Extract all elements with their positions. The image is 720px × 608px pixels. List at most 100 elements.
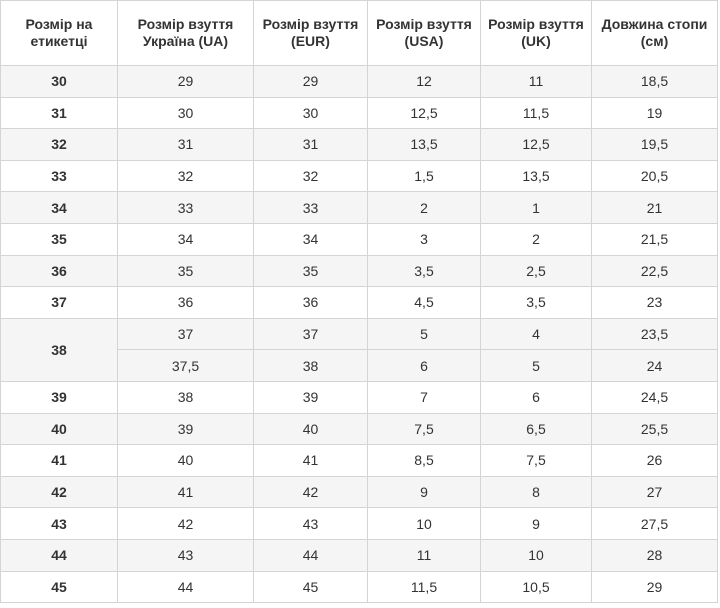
table-cell: 6 (480, 380, 592, 414)
table-cell: 8 (480, 475, 592, 509)
table-cell: 29 (117, 65, 254, 98)
table-row: 43 42 43 10 9 27,5 (0, 507, 718, 540)
table-cell: 43 (117, 538, 254, 572)
table-cell: 27 (591, 475, 718, 509)
table-cell: 41 (117, 475, 254, 509)
table-cell: 30 (253, 96, 368, 130)
table-cell: 1 (480, 191, 592, 224)
table-cell: 31 (253, 128, 368, 161)
table-cell: 3,5 (480, 286, 592, 319)
table-cell: 41 (253, 444, 368, 477)
table-cell: 9 (480, 507, 592, 540)
table-cell: 20,5 (591, 159, 718, 193)
table-cell: 32 (117, 159, 254, 193)
header-row: Розмір на етикетці Розмір взуття Україна … (0, 0, 718, 66)
table-cell: 30 (117, 96, 254, 130)
table-cell: 12,5 (367, 96, 481, 130)
header-cell: Розмір взуття (UK) (480, 0, 592, 66)
table-row: 37 36 36 4,5 3,5 23 (0, 286, 718, 319)
table-cell: 11,5 (480, 96, 592, 130)
table-cell: 44 (253, 538, 368, 572)
table-cell: 10,5 (480, 570, 592, 604)
table-cell: 42 (253, 475, 368, 509)
header-cell: Розмір взуття (EUR) (253, 0, 368, 66)
table-row: 32 31 31 13,5 12,5 19,5 (0, 128, 718, 161)
table-row: 42 41 42 9 8 27 (0, 475, 718, 509)
table-cell: 39 (253, 380, 368, 414)
table-row: 45 44 45 11,5 10,5 29 (0, 570, 718, 604)
table-cell: 40 (253, 412, 368, 446)
table-row: 31 30 30 12,5 11,5 19 (0, 96, 718, 130)
table-row: 37,5 38 6 5 24 (1, 349, 718, 382)
table-cell: 37 (253, 317, 368, 351)
table-cell: 39 (117, 412, 254, 446)
table-cell: 34 (253, 222, 368, 256)
table-cell: 12,5 (480, 128, 592, 161)
header-cell: Розмір взуття Україна (UA) (117, 0, 254, 66)
table-cell: 21,5 (591, 222, 718, 256)
table-cell: 28 (591, 538, 718, 572)
table-row: 30 29 29 12 11 18,5 (0, 65, 718, 98)
table-cell: 13,5 (480, 159, 592, 193)
table-cell: 24,5 (591, 380, 718, 414)
table-row: 36 35 35 3,5 2,5 22,5 (0, 254, 718, 288)
table-cell: 29 (591, 570, 718, 604)
table-cell: 37,5 (117, 349, 254, 382)
table-cell: 35 (253, 254, 368, 288)
table-cell: 23 (591, 286, 718, 319)
size-label: 45 (0, 570, 118, 604)
size-label: 37 (0, 286, 118, 319)
size-label: 41 (0, 444, 118, 477)
table-cell: 2,5 (480, 254, 592, 288)
size-label: 38 (0, 317, 118, 382)
table-cell: 5 (480, 349, 592, 382)
table-cell: 45 (253, 570, 368, 604)
table-cell: 11 (367, 538, 481, 572)
table-cell: 9 (367, 475, 481, 509)
table-cell: 36 (253, 286, 368, 319)
table-cell: 44 (117, 570, 254, 604)
table-cell: 26 (591, 444, 718, 477)
table-row: 38 37 37 5 4 23,5 (0, 317, 718, 382)
table-cell: 7 (367, 380, 481, 414)
table-row: 34 33 33 2 1 21 (0, 191, 718, 224)
table-cell: 19,5 (591, 128, 718, 161)
table-cell: 35 (117, 254, 254, 288)
table-cell: 43 (253, 507, 368, 540)
table-row: 41 40 41 8,5 7,5 26 (0, 444, 718, 477)
table-cell: 31 (117, 128, 254, 161)
table-cell: 5 (367, 317, 481, 351)
table-cell: 2 (480, 222, 592, 256)
table-cell: 37 (117, 317, 254, 351)
table-cell: 36 (117, 286, 254, 319)
header-cell: Розмір взуття (USA) (367, 0, 481, 66)
table-cell: 3,5 (367, 254, 481, 288)
table-cell: 2 (367, 191, 481, 224)
size-label: 30 (0, 65, 118, 98)
table-cell: 29 (253, 65, 368, 98)
size-label: 33 (0, 159, 118, 193)
table-cell: 11,5 (367, 570, 481, 604)
size-label: 32 (0, 128, 118, 161)
table-cell: 24 (591, 349, 718, 382)
header-cell: Довжина стопи (см) (591, 0, 718, 66)
table-cell: 11 (480, 65, 592, 98)
table-row: 35 34 34 3 2 21,5 (0, 222, 718, 256)
table-cell: 40 (117, 444, 254, 477)
table-cell: 33 (253, 191, 368, 224)
table-cell: 32 (253, 159, 368, 193)
size-label: 44 (0, 538, 118, 572)
table-cell: 7,5 (480, 444, 592, 477)
table-cell: 12 (367, 65, 481, 98)
table-cell: 4 (480, 317, 592, 351)
table-cell: 19 (591, 96, 718, 130)
table-cell: 33 (117, 191, 254, 224)
table-cell: 10 (480, 538, 592, 572)
size-label: 39 (0, 380, 118, 414)
table-cell: 6 (367, 349, 481, 382)
table-cell: 13,5 (367, 128, 481, 161)
table-cell: 6,5 (480, 412, 592, 446)
table-cell: 8,5 (367, 444, 481, 477)
table-row: 33 32 32 1,5 13,5 20,5 (0, 159, 718, 193)
